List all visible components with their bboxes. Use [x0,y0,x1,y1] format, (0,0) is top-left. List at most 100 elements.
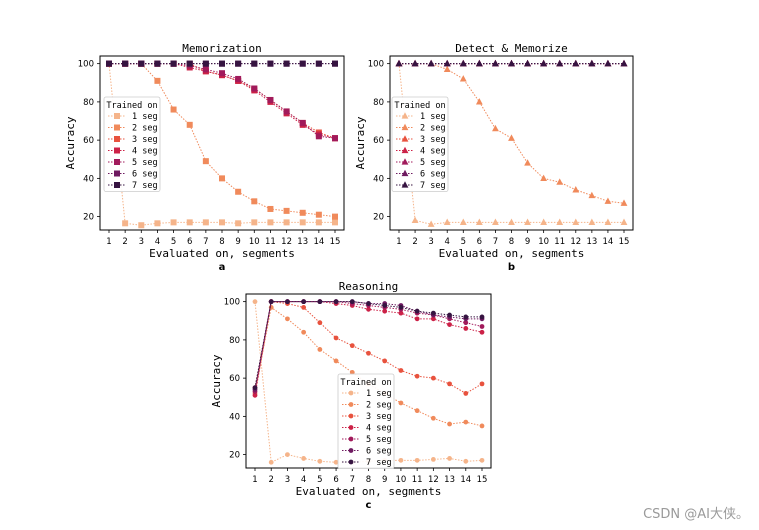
data-point [252,299,258,305]
data-point [235,60,242,67]
data-point [479,457,485,463]
series-7-seg [252,299,485,391]
y-tick-label: 20 [373,213,384,223]
data-point [317,458,323,464]
data-point [479,314,485,320]
x-tick-label: 13 [444,475,455,485]
y-tick-label: 20 [83,213,94,223]
legend-marker [114,113,120,119]
legend-marker [348,459,354,465]
data-point [332,135,338,142]
data-point [414,408,420,414]
legend-label: 4 seg [366,424,392,434]
legend-label: 7 seg [420,181,446,191]
x-tick-label: 3 [139,237,144,247]
legend-marker [114,124,120,131]
legend-marker [401,135,409,142]
x-tick-label: 8 [366,475,371,485]
data-point [366,301,371,306]
data-point [398,304,404,310]
data-point [475,218,483,225]
legend-label: 6 seg [132,170,158,180]
legend-title: Trained on [340,378,391,388]
x-tick-label: 7 [203,237,208,247]
data-point [283,60,290,67]
legend-marker [401,181,409,188]
x-tick-label: 4 [445,237,450,247]
data-point [315,211,322,218]
data-point [463,326,469,331]
legend-marker [348,413,354,419]
data-point [154,77,161,84]
data-point [398,457,404,463]
x-tick-label: 14 [460,475,471,485]
legend-box [391,96,449,192]
data-point [430,456,436,462]
data-point [620,199,628,206]
x-tick-label: 12 [428,475,439,485]
data-point [463,391,469,396]
data-point [572,218,580,225]
data-point [430,310,436,316]
data-point [170,219,177,226]
x-tick-label: 13 [297,237,308,247]
data-point [447,322,452,327]
data-point [427,59,435,67]
data-point [349,369,355,375]
data-point [604,218,612,225]
legend-label: 2 seg [132,124,158,134]
x-tick-label: 1 [396,237,401,247]
data-point [540,59,548,67]
x-tick-label: 7 [350,475,355,485]
data-point [366,350,371,356]
data-point [301,329,307,335]
data-point [299,209,306,216]
data-point [219,60,225,67]
legend-label: 2 seg [420,124,446,134]
data-point [540,174,548,181]
data-point [604,197,612,204]
series-1-seg [395,59,628,227]
legend-marker [348,425,354,430]
data-point [620,218,628,225]
x-tick-label: 2 [122,237,127,247]
legend-title: Trained on [106,101,157,111]
data-point [267,96,274,103]
legend-label: 3 seg [366,412,392,422]
data-point [235,220,242,227]
data-point [572,59,580,67]
data-point [219,70,225,77]
data-point [283,219,290,226]
y-tick-label: 100 [78,60,94,70]
y-tick-label: 80 [83,98,94,108]
series-line [399,63,625,204]
x-tick-label: 12 [570,237,581,247]
data-point [411,59,419,67]
legend-marker [348,402,354,407]
data-point [267,219,274,226]
x-tick-label: 8 [509,237,514,247]
data-point [398,400,404,406]
data-point [267,60,274,67]
data-point [382,358,388,364]
data-point [202,158,209,165]
data-point [556,59,564,67]
x-tick-label: 3 [428,237,433,247]
data-point [524,59,531,67]
data-point [604,59,612,67]
data-point [588,59,596,67]
data-point [492,124,499,132]
x-tick-label: 4 [155,237,160,247]
data-point [492,59,499,67]
legend-box [103,96,161,192]
y-tick-label: 60 [83,136,94,146]
x-tick-label: 1 [252,475,257,485]
data-point [252,385,258,391]
y-tick-label: 80 [229,336,240,346]
data-point [430,375,436,381]
x-axis-label: Evaluated on, segments [439,247,585,260]
data-point [268,299,274,305]
data-point [447,421,452,427]
